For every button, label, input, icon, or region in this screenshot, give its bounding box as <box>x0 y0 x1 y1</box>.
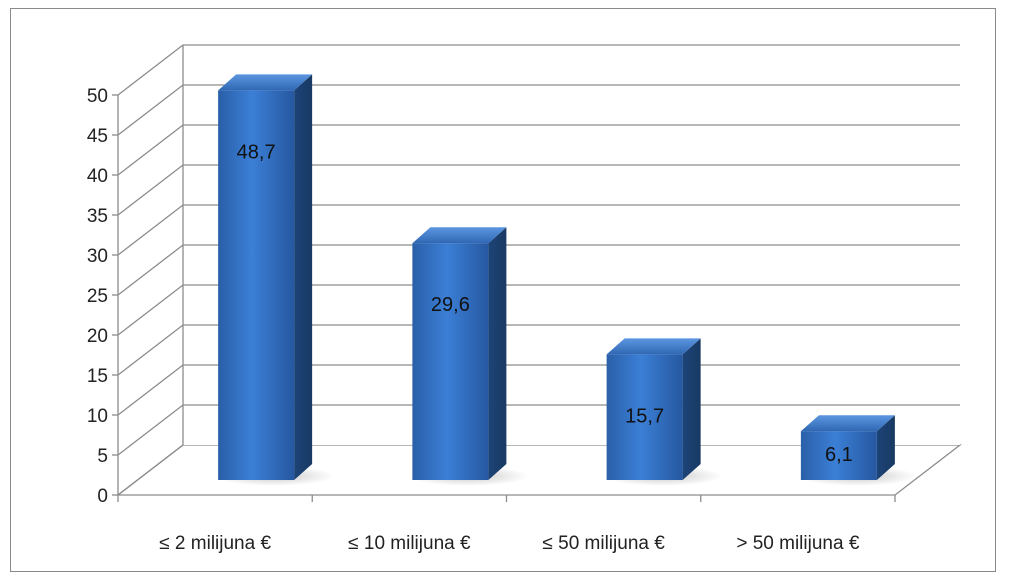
bar-front-face <box>606 354 683 480</box>
bar: 29,6 <box>408 227 529 486</box>
x-axis-category-labels: ≤ 2 milijuna € ≤ 10 milijuna € ≤ 50 miliju… <box>159 533 860 554</box>
bar: 48,7 <box>214 74 335 486</box>
y-tick-label: 20 <box>87 326 108 347</box>
gridline-side <box>117 124 184 176</box>
bar-top-face <box>412 227 507 244</box>
bar-side-face <box>682 338 701 480</box>
y-tick-label: 25 <box>87 286 108 307</box>
x-category-label: > 50 milijuna € <box>736 533 859 554</box>
bar-top-face <box>800 415 895 432</box>
gridline-side <box>117 164 184 216</box>
bar-front-face <box>218 90 295 481</box>
y-tick-label: 15 <box>87 366 108 387</box>
gridline-side <box>117 404 184 456</box>
y-tick-label: 50 <box>87 86 108 107</box>
gridline-side <box>117 244 184 296</box>
axes <box>112 45 896 502</box>
data-label: 29,6 <box>431 294 470 316</box>
y-tick-label: 5 <box>97 446 108 467</box>
bars: 48,7 29,6 15,7 6,1 <box>214 74 917 486</box>
y-tick-label: 10 <box>87 406 108 427</box>
bar-side-face <box>488 227 507 480</box>
y-tick-label: 0 <box>97 486 108 507</box>
y-tick-label: 30 <box>87 246 108 267</box>
x-category-label: ≤ 10 milijuna € <box>348 533 471 554</box>
bar-top-face <box>606 338 701 355</box>
bar-top-face <box>218 74 313 91</box>
bar: 6,1 <box>796 415 917 486</box>
gridline-side <box>117 444 184 496</box>
bar-front-face <box>412 243 489 480</box>
y-tick-label: 45 <box>87 126 108 147</box>
y-axis-tick-labels: 0 5 10 15 20 25 30 35 40 45 50 <box>87 86 108 507</box>
y-tick-label: 40 <box>87 166 108 187</box>
gridlines <box>117 44 960 496</box>
y-tick-label: 35 <box>87 206 108 227</box>
gridline-side <box>117 84 184 136</box>
gridline-side <box>117 204 184 256</box>
bar-side-face <box>294 74 313 481</box>
gridline-side <box>117 284 184 336</box>
bar: 15,7 <box>602 338 723 486</box>
x-category-label: ≤ 50 milijuna € <box>542 533 665 554</box>
data-label: 48,7 <box>237 141 276 163</box>
bar-side-face <box>876 415 895 480</box>
x-category-label: ≤ 2 milijuna € <box>159 533 271 554</box>
gridline-side <box>117 364 184 416</box>
gridline-side <box>117 44 184 96</box>
gridline-side <box>117 324 184 376</box>
data-label: 6,1 <box>825 444 853 466</box>
data-label: 15,7 <box>625 405 664 427</box>
bar-front-face <box>800 431 877 480</box>
